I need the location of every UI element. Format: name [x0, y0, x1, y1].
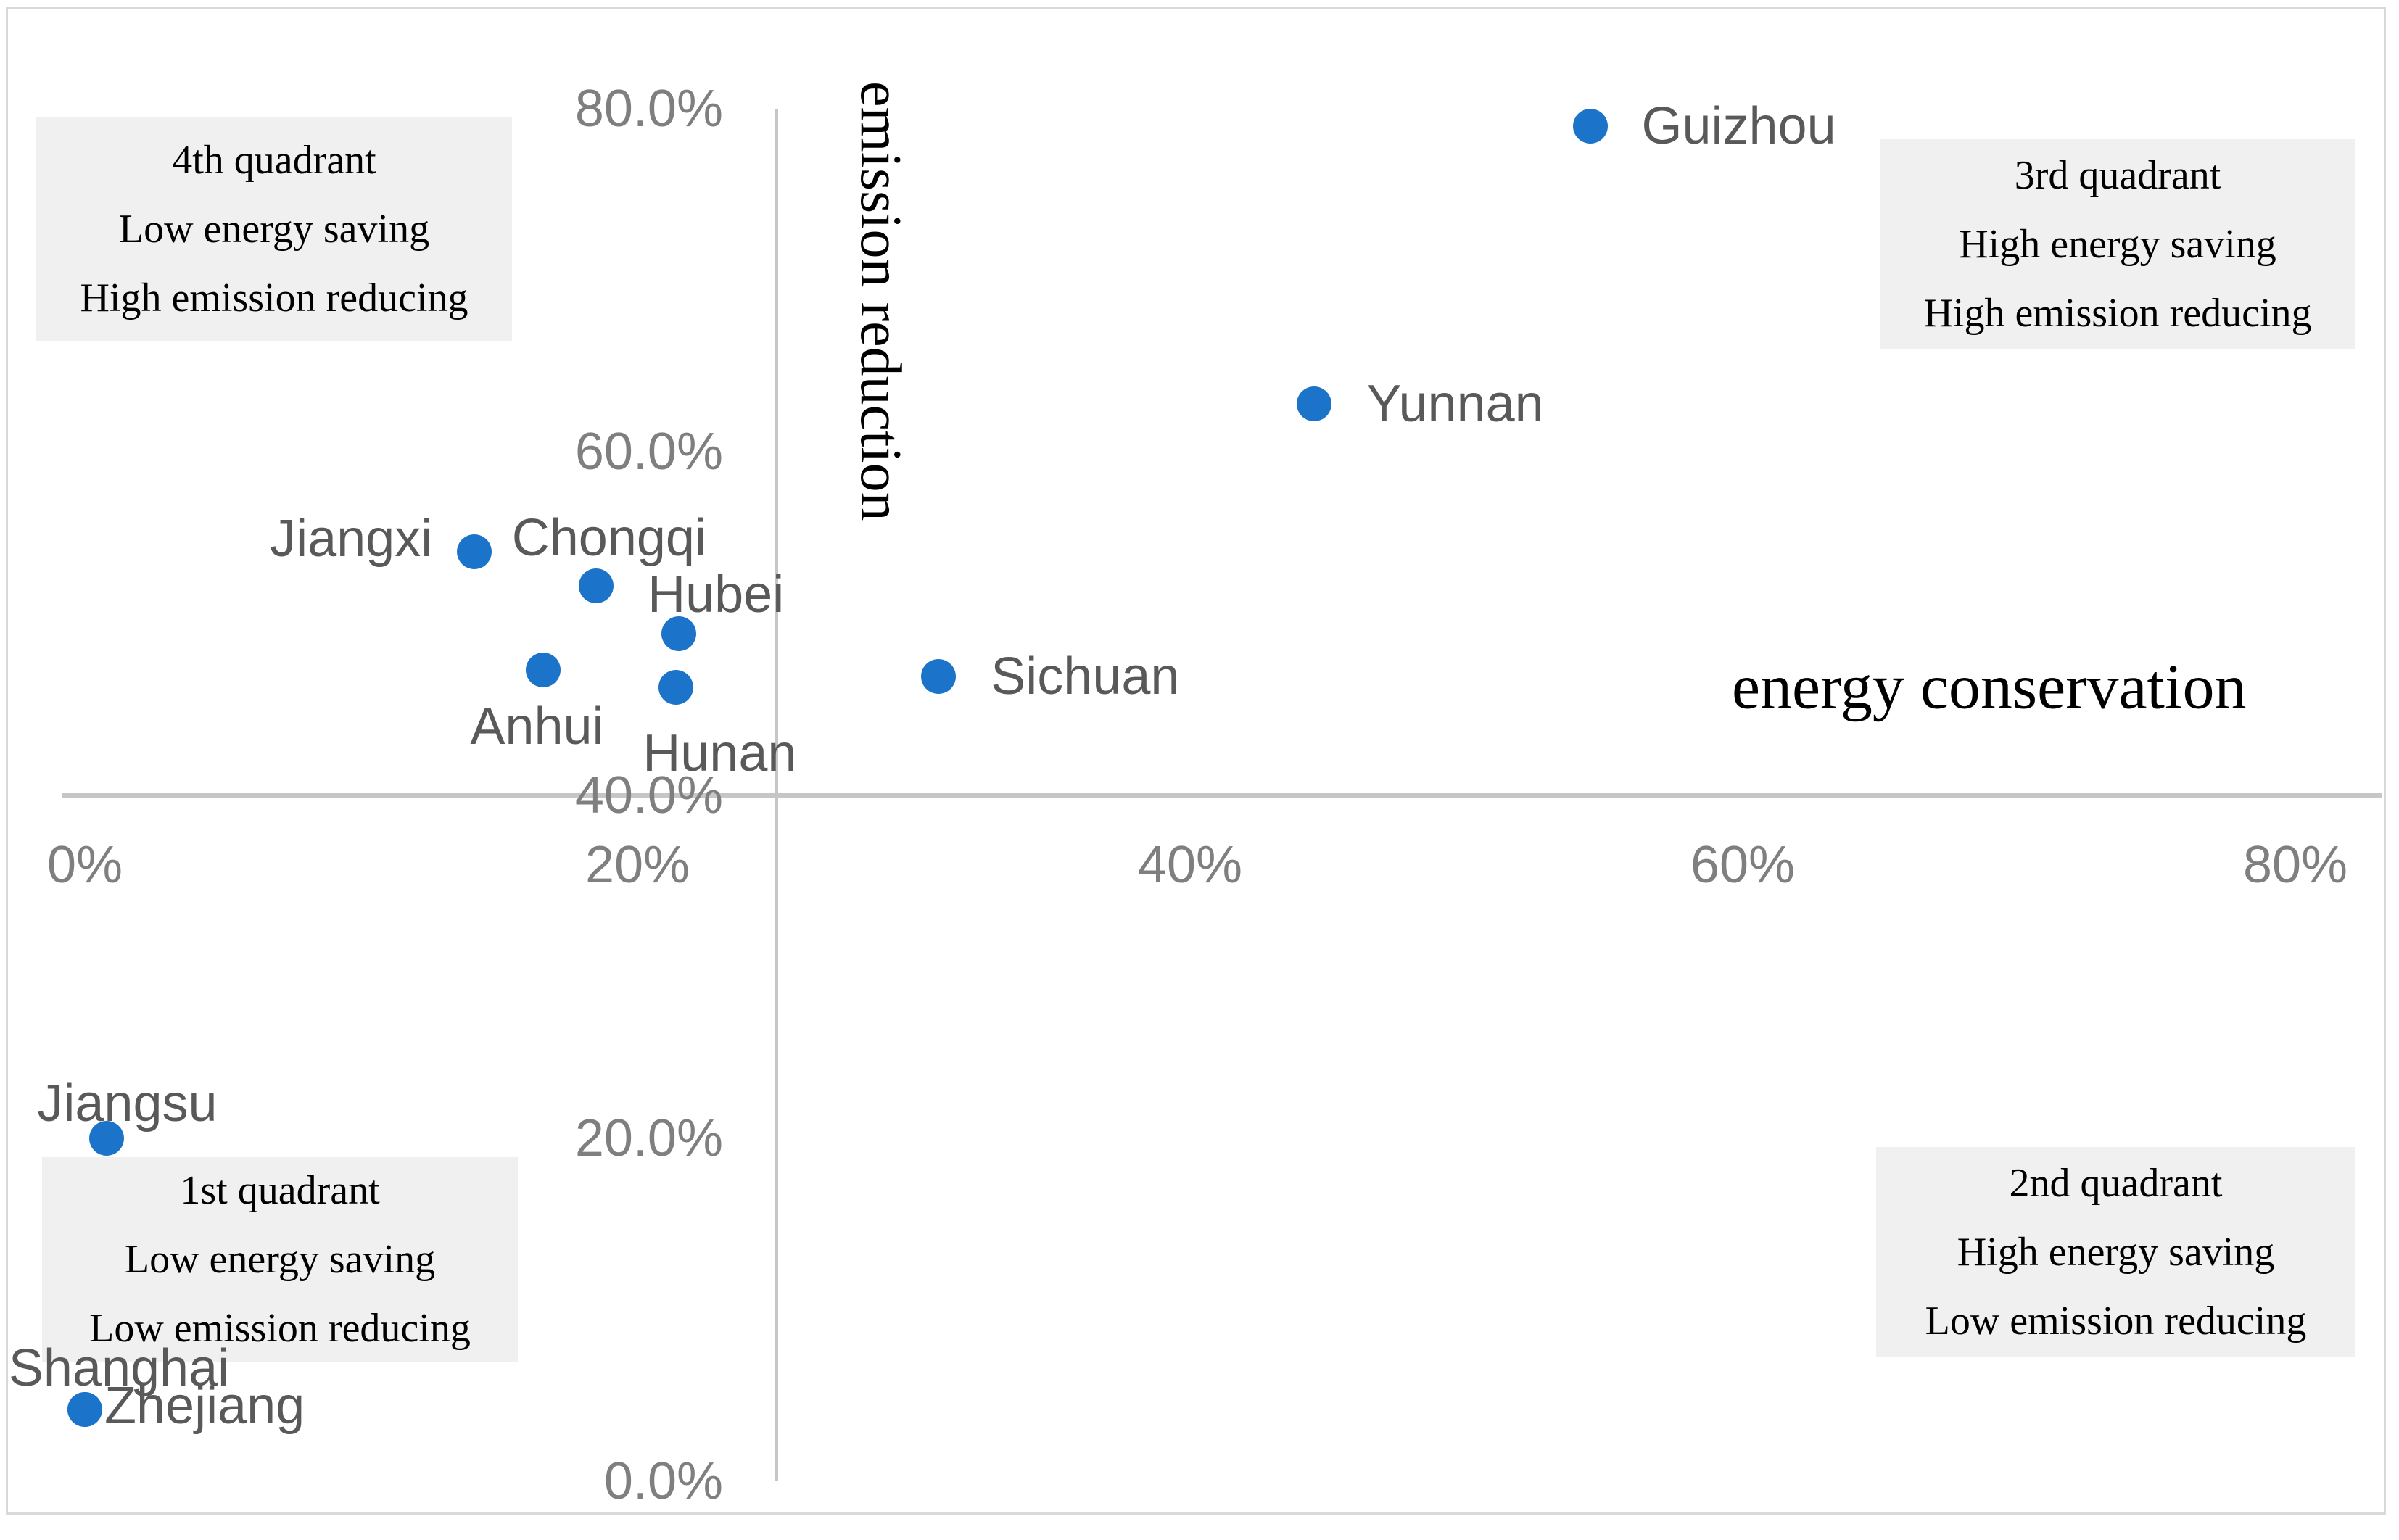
quadrant-line: High energy saving — [1957, 1229, 2275, 1275]
data-point-dot — [921, 659, 957, 695]
x-axis-line — [62, 793, 2382, 798]
quadrant-title: 2nd quadrant — [2009, 1160, 2223, 1206]
data-point-label: Anhui — [470, 697, 604, 755]
data-point-label: Jiangxi — [270, 509, 433, 568]
x-tick-label: 40% — [1137, 836, 1243, 894]
x-tick-label: 60% — [1690, 836, 1796, 894]
data-point-label: Chongqi — [511, 508, 706, 567]
data-point-label: Sichuan — [991, 647, 1180, 706]
chart-frame — [6, 7, 2386, 1515]
y-tick-label: 40.0% — [574, 766, 723, 824]
data-point-label: Zhejiang — [104, 1376, 305, 1435]
data-point-label: Hubei — [648, 566, 785, 624]
quadrant-title: 3rd quadrant — [2014, 152, 2221, 198]
quadrant-box-2nd: 2nd quadrant High energy saving Low emis… — [1876, 1147, 2355, 1357]
y-axis-title: emission reduction — [848, 81, 912, 521]
data-point-label: Yunnan — [1366, 375, 1544, 434]
data-point-label: Shanghai — [8, 1338, 230, 1397]
quadrant-line: Low emission reducing — [1925, 1298, 2307, 1344]
quadrant-title: 1st quadrant — [180, 1167, 380, 1213]
quadrant-title: 4th quadrant — [172, 137, 376, 183]
data-point-dot — [661, 616, 697, 652]
quadrant-line: High emission reducing — [1923, 290, 2312, 336]
y-tick-label: 0.0% — [603, 1452, 723, 1510]
quadrant-line: High emission reducing — [80, 275, 468, 320]
data-point-dot — [89, 1120, 125, 1156]
x-axis-title: energy conservation — [1732, 652, 2247, 723]
y-tick-label: 60.0% — [574, 423, 723, 481]
y-axis-line — [775, 109, 778, 1481]
quadrant-box-3rd: 3rd quadrant High energy saving High emi… — [1880, 139, 2355, 349]
data-point-dot — [1573, 108, 1609, 144]
data-point-dot — [67, 1391, 102, 1427]
y-tick-label: 80.0% — [574, 80, 723, 138]
quadrant-line: High energy saving — [1959, 221, 2276, 267]
data-point-label: Guizhou — [1641, 96, 1836, 155]
data-point-dot — [526, 652, 561, 687]
quadrant-line: Low energy saving — [118, 206, 430, 252]
x-tick-label: 20% — [585, 836, 690, 894]
x-tick-label: 0% — [46, 836, 123, 894]
quadrant-box-1st: 1st quadrant Low energy saving Low emiss… — [42, 1157, 518, 1362]
data-point-label: Hunan — [643, 724, 797, 782]
quadrant-line: Low emission reducing — [89, 1305, 471, 1351]
data-point-label: Jiangsu — [37, 1074, 218, 1133]
data-point-dot — [1297, 386, 1332, 422]
data-point-dot — [658, 669, 694, 705]
data-point-dot — [578, 568, 614, 603]
data-point-dot — [457, 534, 492, 569]
y-tick-label: 20.0% — [574, 1109, 723, 1167]
quadrant-box-4th: 4th quadrant Low energy saving High emis… — [36, 117, 512, 341]
x-tick-label: 80% — [2242, 836, 2348, 894]
quadrant-line: Low energy saving — [124, 1236, 436, 1282]
